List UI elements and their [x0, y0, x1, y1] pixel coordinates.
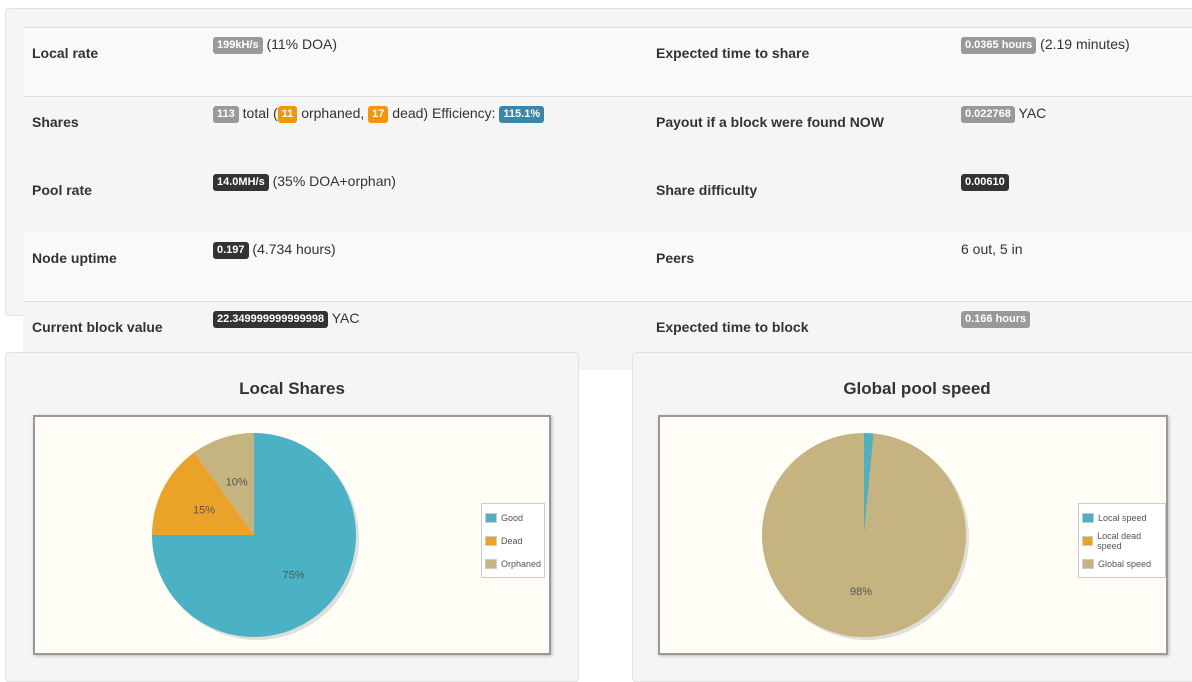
global-pool-title: Global pool speed [843, 379, 991, 398]
legend-item-dead: Dead [485, 529, 541, 552]
pie-slice-dead[interactable] [152, 452, 254, 535]
legend-label: Local speed [1098, 512, 1147, 523]
legend-label: Global speed [1098, 558, 1152, 569]
legend-swatch [485, 558, 497, 569]
legend-item-global-speed: Global speed [1082, 552, 1162, 575]
node-uptime-label: Node uptime [23, 233, 204, 302]
legend-swatch [485, 512, 497, 523]
pie-label-orphaned: 10% [226, 477, 248, 489]
shares-dead-badge: 17 [368, 106, 389, 123]
peers-value: 6 out, 5 in [952, 233, 1192, 302]
expected-share-badge: 0.0365 hours [961, 37, 1037, 54]
share-difficulty-badge: 0.00610 [961, 174, 1009, 191]
payout-value: 0.022768 YAC [952, 96, 1192, 165]
pie-slice-local-speed[interactable] [864, 433, 874, 535]
legend-label: Orphaned [501, 558, 542, 569]
expected-share-value: 0.0365 hours (2.19 minutes) [952, 27, 1192, 97]
legend-swatch [1082, 535, 1094, 546]
stats-panel: Local rate 199kH/s (11% DOA) Expected ti… [5, 8, 1192, 370]
global-pool-plot: 98% Local speed Local dead speed Global sp… [658, 415, 1168, 655]
shares-total-text: total ( [242, 105, 278, 121]
global-pool-legend: Local speed Local dead speed Global speed [1078, 503, 1166, 578]
legend-item-local-speed: Local speed [1082, 506, 1162, 529]
pie-label-good: 75% [283, 570, 305, 582]
pie-slice-global-speed[interactable] [762, 433, 966, 637]
pie-slice-orphaned[interactable] [194, 433, 254, 535]
local-rate-value: 199kH/s (11% DOA) [204, 27, 647, 97]
shares-orphaned-text: orphaned, [301, 105, 365, 121]
shares-dead-text: dead) Efficiency: [392, 105, 496, 121]
legend-label: Local dead speed [1097, 530, 1142, 551]
stats-table: Local rate 199kH/s (11% DOA) Expected ti… [23, 27, 1192, 370]
legend-item-good: Good [485, 506, 541, 529]
global-pool-card: Global pool speed 98% Local speed Local d… [632, 352, 1192, 682]
pool-rate-badge: 14.0MH/s [213, 174, 269, 191]
pool-rate-value: 14.0MH/s (35% DOA+orphan) [204, 165, 647, 233]
legend-swatch [1082, 512, 1094, 523]
local-rate-label: Local rate [23, 27, 204, 97]
legend-swatch [485, 535, 497, 546]
legend-swatch [1082, 558, 1094, 569]
local-shares-pie: 75% 15% 10% [152, 433, 359, 640]
legend-label: Good [501, 512, 524, 523]
node-uptime-badge: 0.197 [213, 242, 249, 259]
shares-value: 113 total (11 orphaned, 17 dead) Efficie… [204, 96, 647, 165]
block-value-badge: 22.349999999999998 [213, 311, 329, 328]
pool-rate-doa: (35% DOA+orphan) [272, 173, 396, 189]
local-shares-plot: 75% 15% 10% Good Dead Orphaned [33, 415, 551, 655]
expected-share-minutes: (2.19 minutes) [1040, 36, 1130, 52]
pie-label-dead: 15% [193, 505, 215, 517]
pie-slice-local-dead-speed[interactable] [864, 433, 875, 535]
local-shares-title: Local Shares [239, 379, 345, 398]
legend-item-orphaned: Orphaned [485, 552, 541, 575]
shares-total-badge: 113 [213, 106, 239, 123]
local-shares-card: Local Shares 75% 15% 10% Good Dead Orphaned [5, 352, 579, 682]
payout-badge: 0.022768 [961, 106, 1015, 123]
legend-label: Dead [501, 535, 523, 546]
node-uptime-hours: (4.734 hours) [252, 241, 336, 257]
local-shares-legend: Good Dead Orphaned [481, 503, 546, 578]
global-pool-pie: 98% [762, 433, 969, 640]
pool-rate-label: Pool rate [23, 165, 204, 233]
shares-efficiency-badge: 115.1% [499, 106, 545, 123]
expected-block-badge: 0.166 hours [961, 311, 1031, 328]
share-difficulty-label: Share difficulty [647, 165, 952, 233]
legend-item-local-dead-speed: Local dead speed [1082, 529, 1162, 552]
shares-orphaned-badge: 11 [277, 106, 298, 123]
payout-unit: YAC [1018, 105, 1047, 121]
local-rate-doa: (11% DOA) [266, 36, 338, 52]
block-value-unit: YAC [331, 310, 360, 326]
pie-label-global-speed: 98% [850, 586, 872, 598]
local-rate-badge: 199kH/s [213, 37, 263, 54]
peers-count: 6 out, 5 in [961, 241, 1023, 257]
share-difficulty-value: 0.00610 [952, 165, 1192, 233]
node-uptime-value: 0.197 (4.734 hours) [204, 233, 647, 302]
payout-label: Payout if a block were found NOW [647, 96, 952, 165]
expected-share-label: Expected time to share [647, 27, 952, 97]
shares-label: Shares [23, 96, 204, 165]
peers-label: Peers [647, 233, 952, 302]
